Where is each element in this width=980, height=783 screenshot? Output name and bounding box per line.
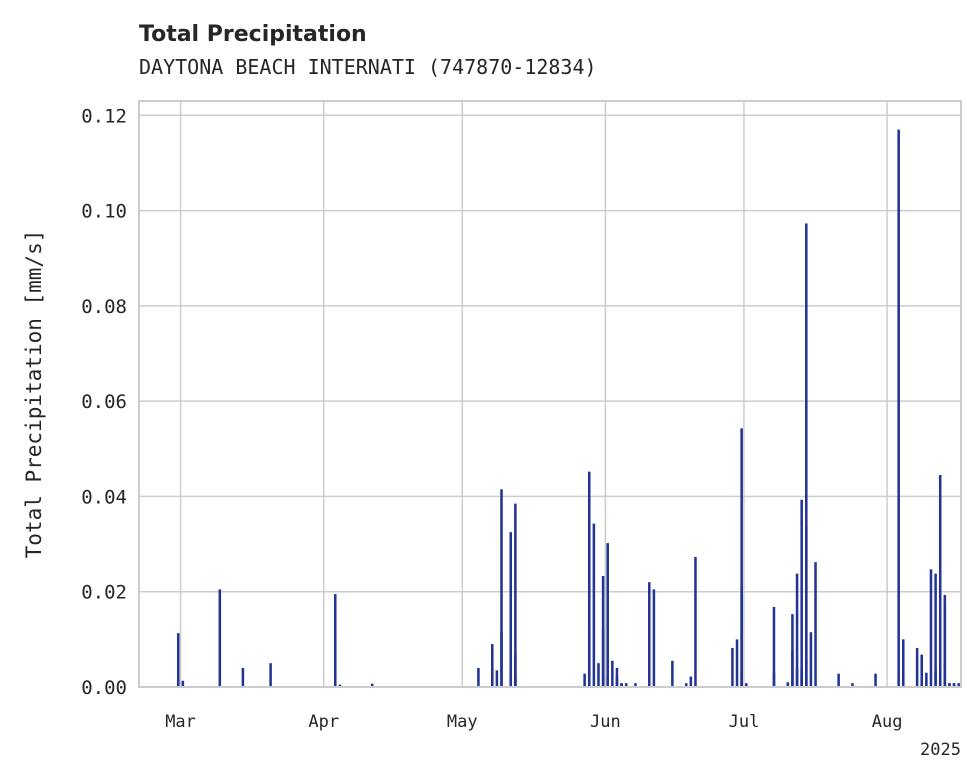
- precip-bar: [902, 639, 905, 687]
- bar-series: [176, 129, 960, 687]
- precip-bar: [648, 582, 651, 687]
- precip-bar: [920, 654, 924, 687]
- precip-bar: [791, 614, 794, 687]
- precip-bar: [740, 586, 743, 687]
- precip-bar: [606, 677, 609, 687]
- precip-bar: [952, 683, 956, 687]
- precip-bar: [634, 683, 637, 687]
- precip-bar: [925, 672, 928, 687]
- y-tick-label: 0.02: [81, 582, 127, 604]
- y-tick-label: 0.04: [81, 486, 127, 508]
- precip-bar: [652, 589, 656, 687]
- precip-bar: [176, 633, 180, 687]
- precip-bar: [333, 594, 337, 687]
- x-tick-label: Mar: [165, 712, 196, 732]
- precip-bar: [735, 639, 739, 687]
- precip-bar: [491, 644, 494, 687]
- precip-bar: [772, 672, 776, 687]
- precip-bar: [587, 471, 591, 687]
- precip-bar: [948, 683, 951, 687]
- precip-bar: [684, 683, 688, 687]
- precip-bar: [597, 663, 600, 687]
- precip-bar: [592, 523, 596, 687]
- precip-bar: [795, 573, 799, 687]
- precip-bar: [772, 606, 776, 687]
- x-tick-label: Jun: [590, 712, 621, 732]
- y-tick-label: 0.08: [81, 296, 127, 318]
- y-tick-label: 0.12: [81, 105, 127, 127]
- precip-bar: [241, 667, 245, 687]
- precip-bar: [370, 683, 374, 687]
- precip-bar: [671, 660, 674, 687]
- x-tick-label: Jul: [729, 712, 760, 732]
- precip-bar: [934, 573, 937, 687]
- y-tick-label: 0.00: [81, 677, 127, 699]
- x-tick-label: Apr: [308, 712, 339, 732]
- precip-bar: [269, 663, 272, 687]
- precip-bar: [514, 653, 517, 687]
- precip-bar: [837, 673, 840, 687]
- precip-bar: [897, 129, 900, 687]
- precip-bar: [874, 673, 877, 687]
- precip-bar: [514, 503, 517, 687]
- precip-bar: [800, 667, 803, 687]
- y-axis: 0.00 0.02 0.04 0.06 0.08 0.10 0.12: [81, 105, 127, 699]
- precip-bar: [943, 606, 947, 687]
- x-axis: Mar Apr May Jun Jul Aug: [165, 712, 902, 732]
- precip-bar: [805, 223, 808, 687]
- precip-bar: [620, 683, 623, 687]
- y-tick-label: 0.10: [81, 201, 127, 223]
- precip-bar: [814, 562, 817, 687]
- plot-frame: [138, 100, 962, 688]
- precip-bar: [689, 676, 693, 687]
- precip-bar: [218, 589, 222, 687]
- precip-bar: [500, 489, 503, 687]
- precip-bar: [786, 682, 790, 687]
- precip-bar: [615, 677, 619, 687]
- precip-bar: [800, 499, 803, 687]
- x-tick-label: Aug: [872, 712, 903, 732]
- precip-bar: [694, 556, 697, 687]
- precip-bar: [477, 667, 480, 687]
- x-tick-label: May: [447, 712, 478, 732]
- precip-bar: [731, 647, 734, 687]
- precip-bar: [181, 680, 185, 687]
- chart-title: Total Precipitation: [139, 22, 367, 47]
- precip-bar: [805, 526, 808, 687]
- precip-bar: [601, 629, 605, 687]
- y-axis-label: Total Precipitation [mm/s]: [22, 230, 46, 559]
- grid: [139, 101, 961, 688]
- chart-subtitle: DAYTONA BEACH INTERNATI (747870-12834): [139, 55, 597, 79]
- precip-bar: [957, 683, 960, 687]
- precip-bar: [943, 683, 947, 687]
- precip-bar: [744, 683, 748, 687]
- precip-bar: [495, 670, 499, 687]
- x-offset-label: 2025: [920, 740, 961, 760]
- precip-bar: [809, 632, 813, 687]
- y-tick-label: 0.06: [81, 391, 127, 413]
- precip-bar: [915, 647, 919, 687]
- precip-bar: [938, 474, 942, 687]
- precip-bar: [740, 428, 743, 687]
- precip-bar: [606, 543, 609, 687]
- precip-bar: [514, 675, 517, 687]
- precip-bar: [851, 683, 854, 687]
- precip-bar: [624, 683, 628, 687]
- precip-bar: [929, 569, 933, 687]
- precip-bar: [611, 660, 614, 687]
- precip-bar: [583, 673, 586, 687]
- precip-bar: [338, 684, 342, 687]
- precip-bar: [509, 532, 513, 687]
